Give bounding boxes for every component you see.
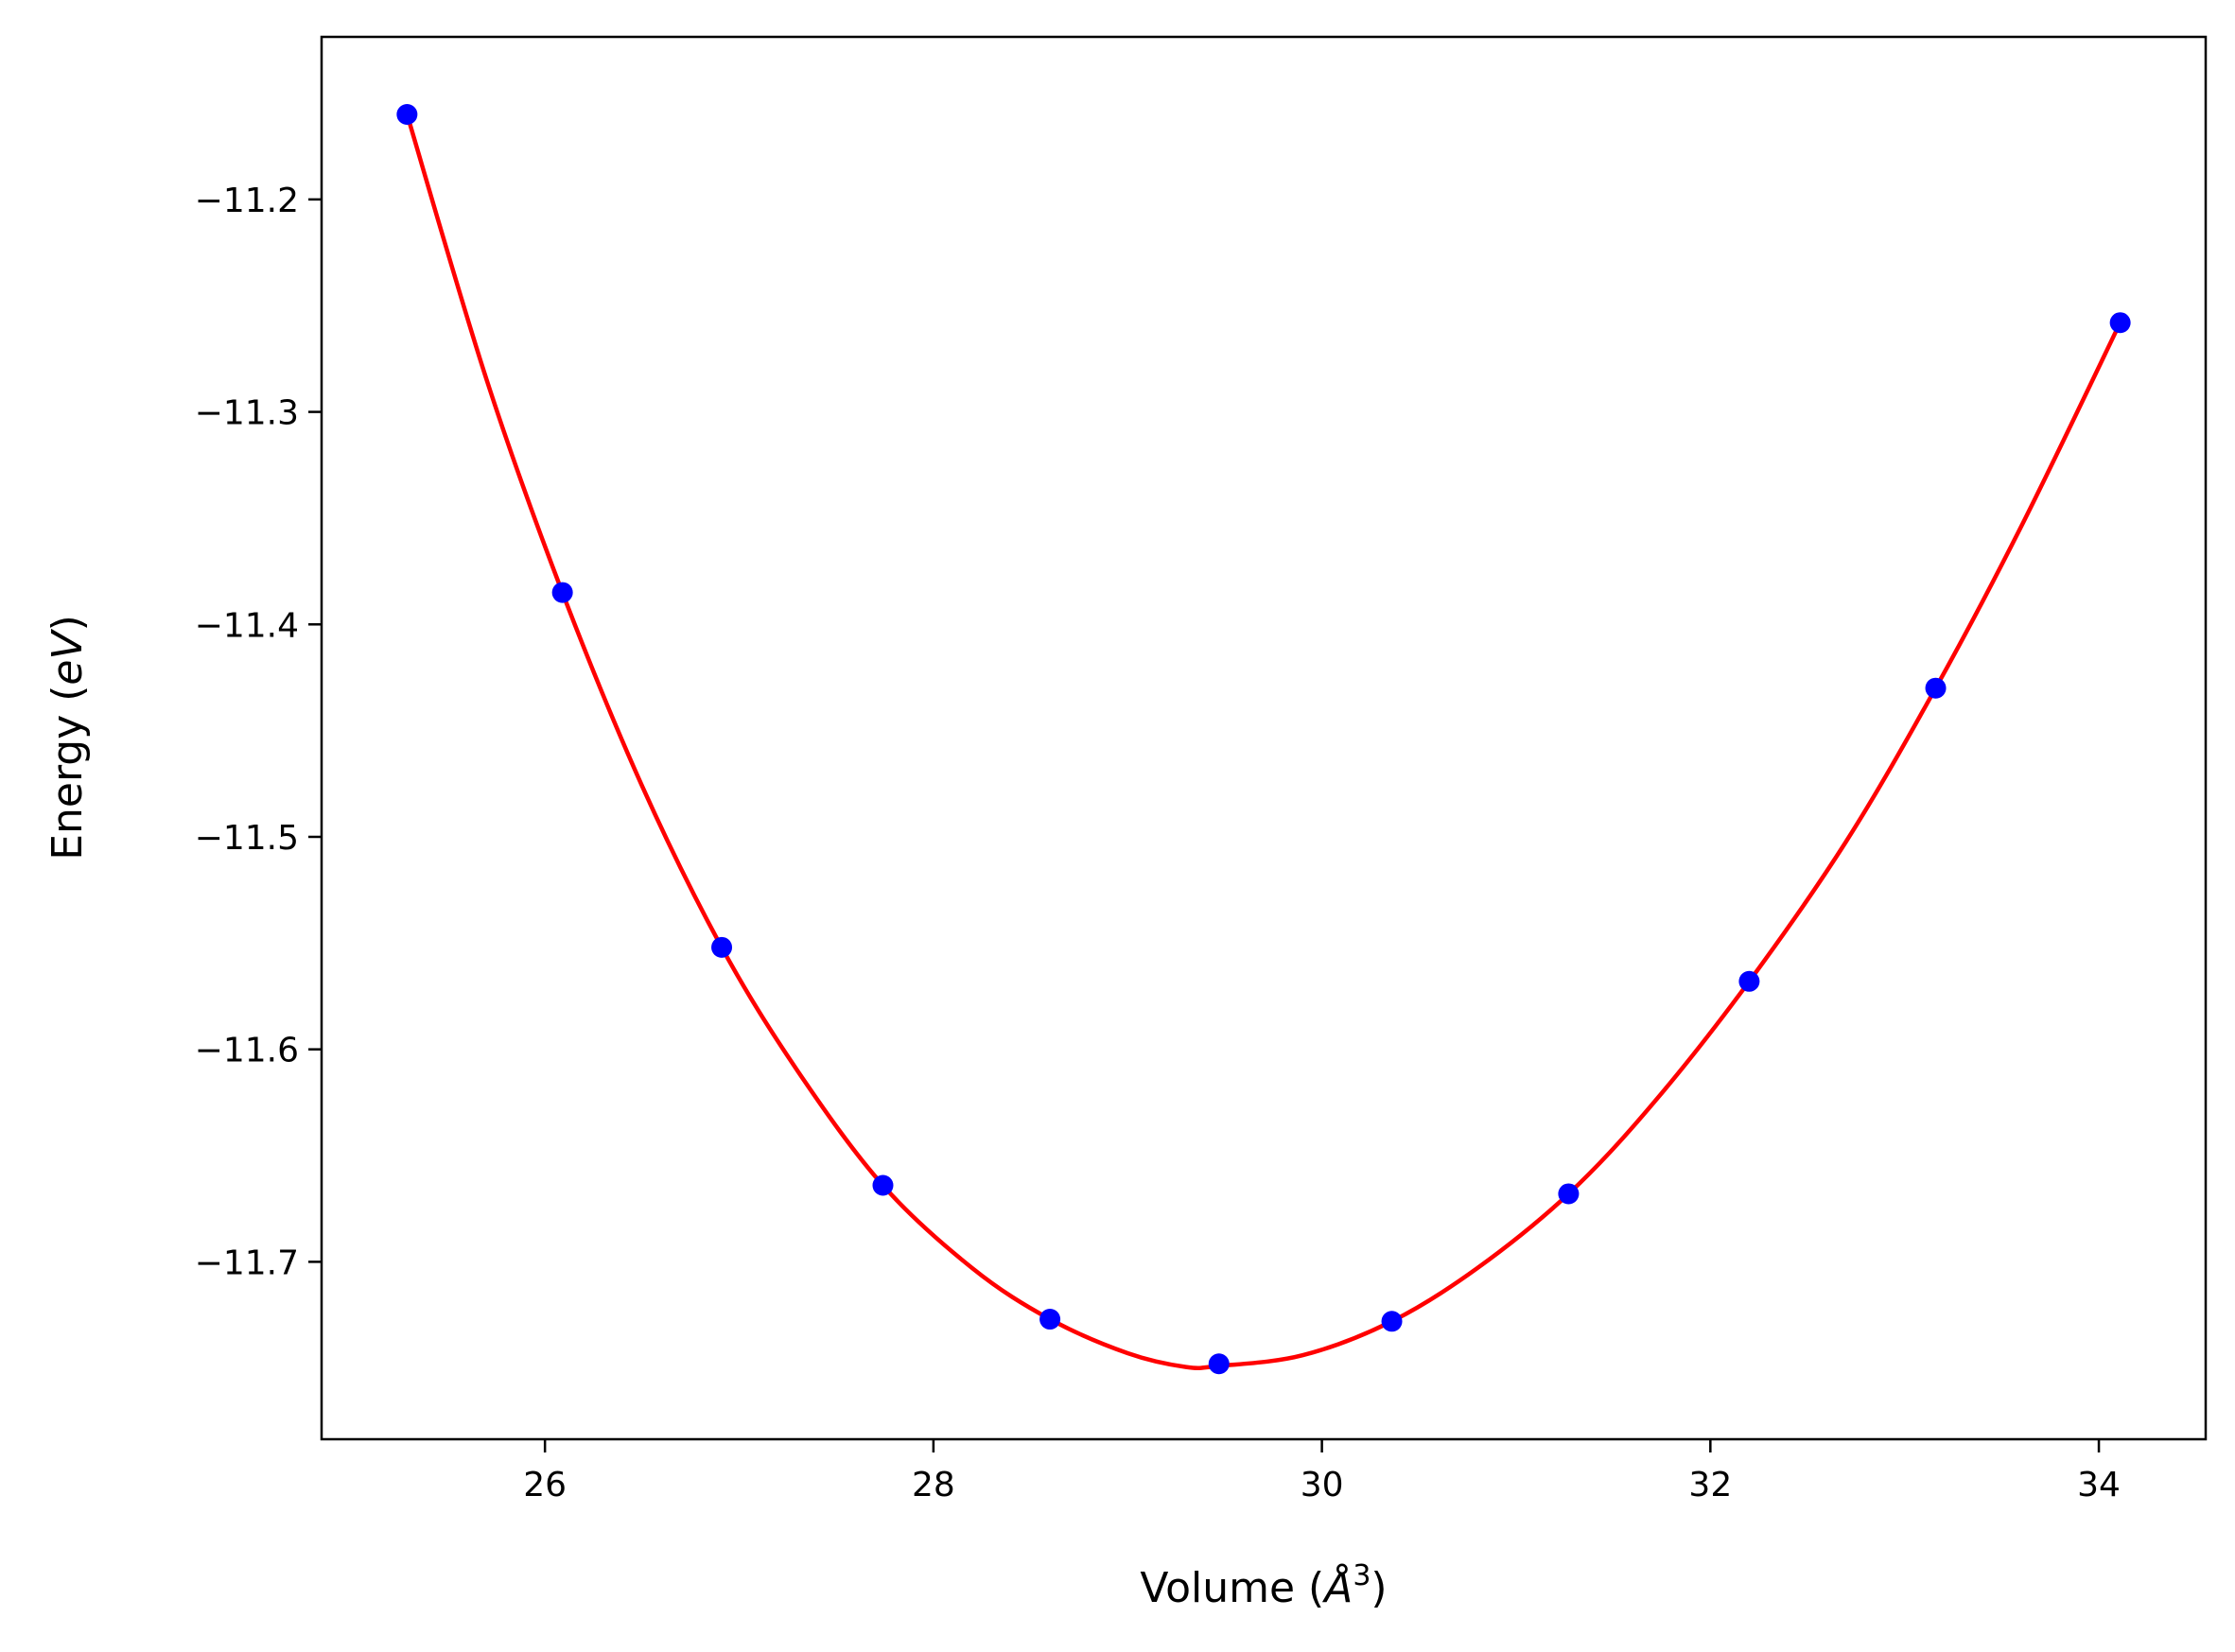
y-tick-label: −11.4 <box>195 606 299 645</box>
x-tick-label: 28 <box>912 1466 955 1504</box>
data-point <box>872 1174 894 1196</box>
x-tick-label: 26 <box>523 1466 567 1504</box>
data-point <box>1381 1311 1403 1332</box>
y-tick-label: −11.2 <box>195 182 299 220</box>
y-tick-label: −11.6 <box>195 1032 299 1070</box>
y-tick-label: −11.7 <box>195 1243 299 1282</box>
data-point <box>711 936 733 958</box>
plot-area <box>396 104 2131 1375</box>
data-point <box>551 582 573 603</box>
y-tick-label: −11.3 <box>195 394 299 433</box>
data-point <box>396 104 418 126</box>
y-tick-label: −11.5 <box>195 819 299 858</box>
y-axis-label: Energy (eV) <box>44 615 92 861</box>
x-tick-label: 32 <box>1688 1466 1732 1504</box>
data-point <box>2109 312 2131 334</box>
x-axis: 26 28 30 32 34 <box>523 1439 2121 1504</box>
data-point <box>1558 1183 1580 1205</box>
plot-frame <box>320 35 2208 1441</box>
x-axis-label: Volume (Å3) <box>1140 1559 1387 1612</box>
data-point <box>1738 970 1760 992</box>
x-tick-label: 34 <box>2077 1466 2121 1504</box>
y-axis: −11.2 −11.3 −11.4 −11.5 −11.6 −11.7 <box>195 182 322 1282</box>
data-point <box>1925 677 1947 699</box>
data-point <box>1208 1353 1230 1375</box>
fit-curve <box>405 113 2122 1370</box>
x-tick-label: 30 <box>1301 1466 1344 1504</box>
data-point <box>1039 1309 1061 1330</box>
